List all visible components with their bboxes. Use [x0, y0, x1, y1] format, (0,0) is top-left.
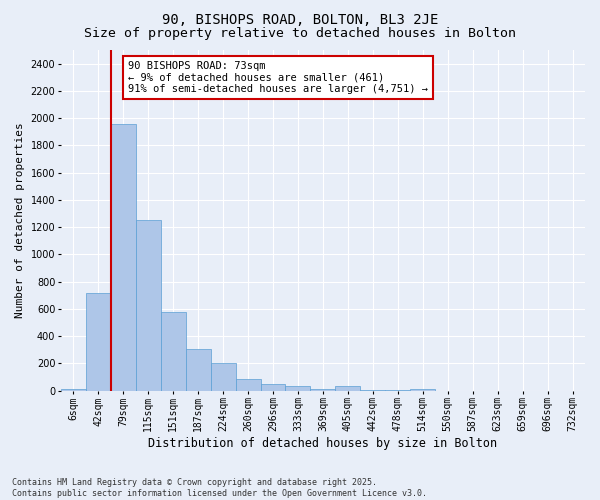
Bar — [161, 312, 185, 390]
Text: 90 BISHOPS ROAD: 73sqm
← 9% of detached houses are smaller (461)
91% of semi-det: 90 BISHOPS ROAD: 73sqm ← 9% of detached … — [128, 61, 428, 94]
Bar — [335, 386, 361, 390]
Text: Contains HM Land Registry data © Crown copyright and database right 2025.
Contai: Contains HM Land Registry data © Crown c… — [12, 478, 427, 498]
Bar — [111, 124, 136, 390]
X-axis label: Distribution of detached houses by size in Bolton: Distribution of detached houses by size … — [148, 437, 497, 450]
Y-axis label: Number of detached properties: Number of detached properties — [15, 122, 25, 318]
Bar — [61, 388, 86, 390]
Bar — [286, 386, 310, 390]
Bar — [185, 349, 211, 391]
Bar — [86, 292, 111, 390]
Bar — [260, 384, 286, 390]
Bar — [211, 364, 236, 390]
Bar — [136, 220, 161, 390]
Bar — [236, 379, 260, 390]
Bar — [410, 388, 435, 390]
Text: Size of property relative to detached houses in Bolton: Size of property relative to detached ho… — [84, 28, 516, 40]
Text: 90, BISHOPS ROAD, BOLTON, BL3 2JE: 90, BISHOPS ROAD, BOLTON, BL3 2JE — [162, 12, 438, 26]
